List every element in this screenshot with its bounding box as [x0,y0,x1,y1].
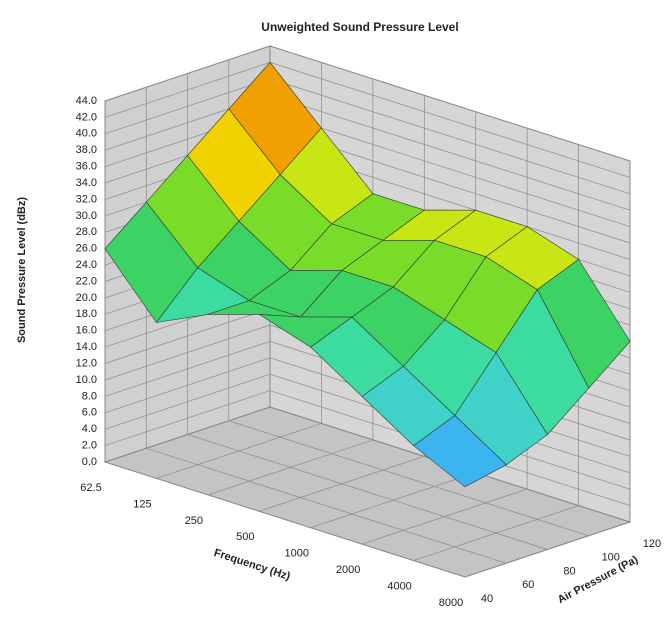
z-tick-label: 38.0 [76,144,97,156]
z-tick-label: 28.0 [76,226,97,238]
z-tick-label: 16.0 [76,325,97,337]
y-tick-label: 40 [481,593,493,605]
grid-line [104,101,466,578]
x-tick-label: 8000 [439,597,463,609]
z-tick-label: 24.0 [76,259,97,271]
x-tick-label: 1000 [284,548,308,560]
x-tick-label: 250 [185,515,203,527]
z-tick-label: 40.0 [76,128,97,140]
z-tick-label: 36.0 [76,161,97,173]
z-tick-label: 18.0 [76,308,97,320]
z-tick-label: 32.0 [76,193,97,205]
y-tick-label: 60 [522,579,534,591]
x-tick-label: 2000 [336,564,360,576]
z-axis-title: Sound Pressure Level (dBz) [16,197,28,343]
y-tick-label: 80 [563,565,575,577]
x-axis-title: Frequency (Hz) [212,547,292,583]
chart-title: Unweighted Sound Pressure Level [261,20,458,34]
z-tick-label: 44.0 [76,95,97,107]
x-tick-label: 125 [133,498,151,510]
z-tick-label: 42.0 [76,111,97,123]
y-tick-label: 100 [602,552,620,564]
z-tick-label: 8.0 [82,390,97,402]
z-tick-label: 0.0 [82,456,97,468]
z-tick-label: 12.0 [76,357,97,369]
y-axis-title: Air Pressure (Pa) [556,554,641,607]
z-tick-label: 6.0 [82,407,97,419]
z-tick-label: 22.0 [76,275,97,287]
y-tick-label: 120 [643,538,661,550]
z-tick-label: 34.0 [76,177,97,189]
x-tick-label: 4000 [387,580,411,592]
z-tick-label: 30.0 [76,210,97,222]
surface-patch [413,415,507,488]
z-tick-label: 20.0 [76,292,97,304]
z-tick-label: 14.0 [76,341,97,353]
z-tick-label: 10.0 [76,374,97,386]
z-tick-label: 2.0 [82,439,97,451]
x-tick-label: 500 [236,531,254,543]
z-tick-label: 26.0 [76,243,97,255]
x-tick-label: 62.5 [80,482,101,494]
z-tick-label: 4.0 [82,423,97,435]
